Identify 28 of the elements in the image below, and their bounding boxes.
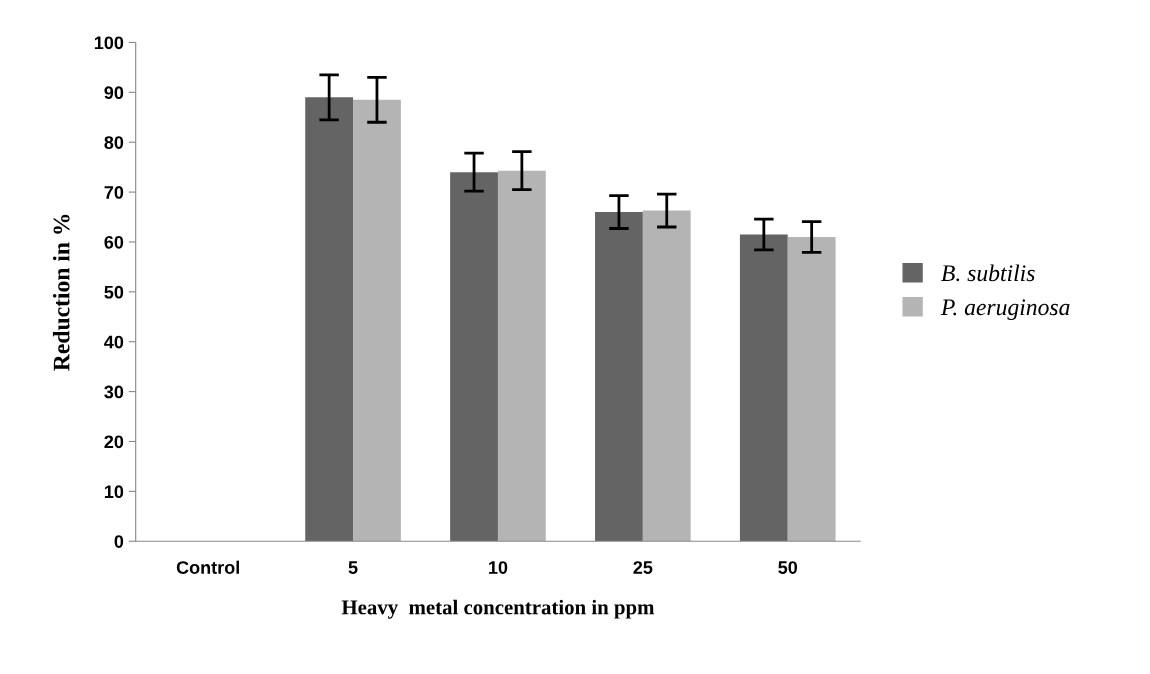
x-axis-title: Heavy metal concentration in ppm	[341, 599, 655, 619]
legend-label: P. aeruginosa	[940, 299, 1070, 321]
y-tick-label: 30	[104, 385, 124, 399]
bar	[450, 172, 498, 542]
bar	[305, 97, 354, 542]
x-tick-label: Control	[176, 560, 239, 574]
bar	[595, 212, 643, 542]
bar	[642, 210, 691, 542]
y-tick-label: 100	[94, 36, 124, 50]
y-tick-label: 50	[104, 285, 124, 299]
y-tick-label: 20	[104, 435, 124, 449]
x-tick-label: 50	[778, 561, 798, 574]
bar	[787, 236, 836, 542]
y-tick-label: 40	[104, 335, 124, 349]
y-tick-label: 60	[104, 235, 124, 249]
y-tick-label: 10	[104, 485, 124, 499]
legend-label: B. subtilis	[941, 264, 1035, 282]
y-tick-label: 90	[104, 86, 124, 100]
x-tick-label: 25	[633, 561, 653, 574]
y-tick-label: 0	[114, 535, 124, 548]
x-tick-label: 10	[489, 561, 508, 574]
bar	[497, 170, 546, 542]
bar	[739, 234, 788, 542]
y-tick-label: 80	[104, 136, 124, 149]
x-tick-label: 5	[348, 561, 358, 574]
bar	[353, 99, 401, 542]
y-axis-title: Reduction in %	[52, 214, 70, 371]
y-tick-label: 70	[104, 186, 124, 199]
